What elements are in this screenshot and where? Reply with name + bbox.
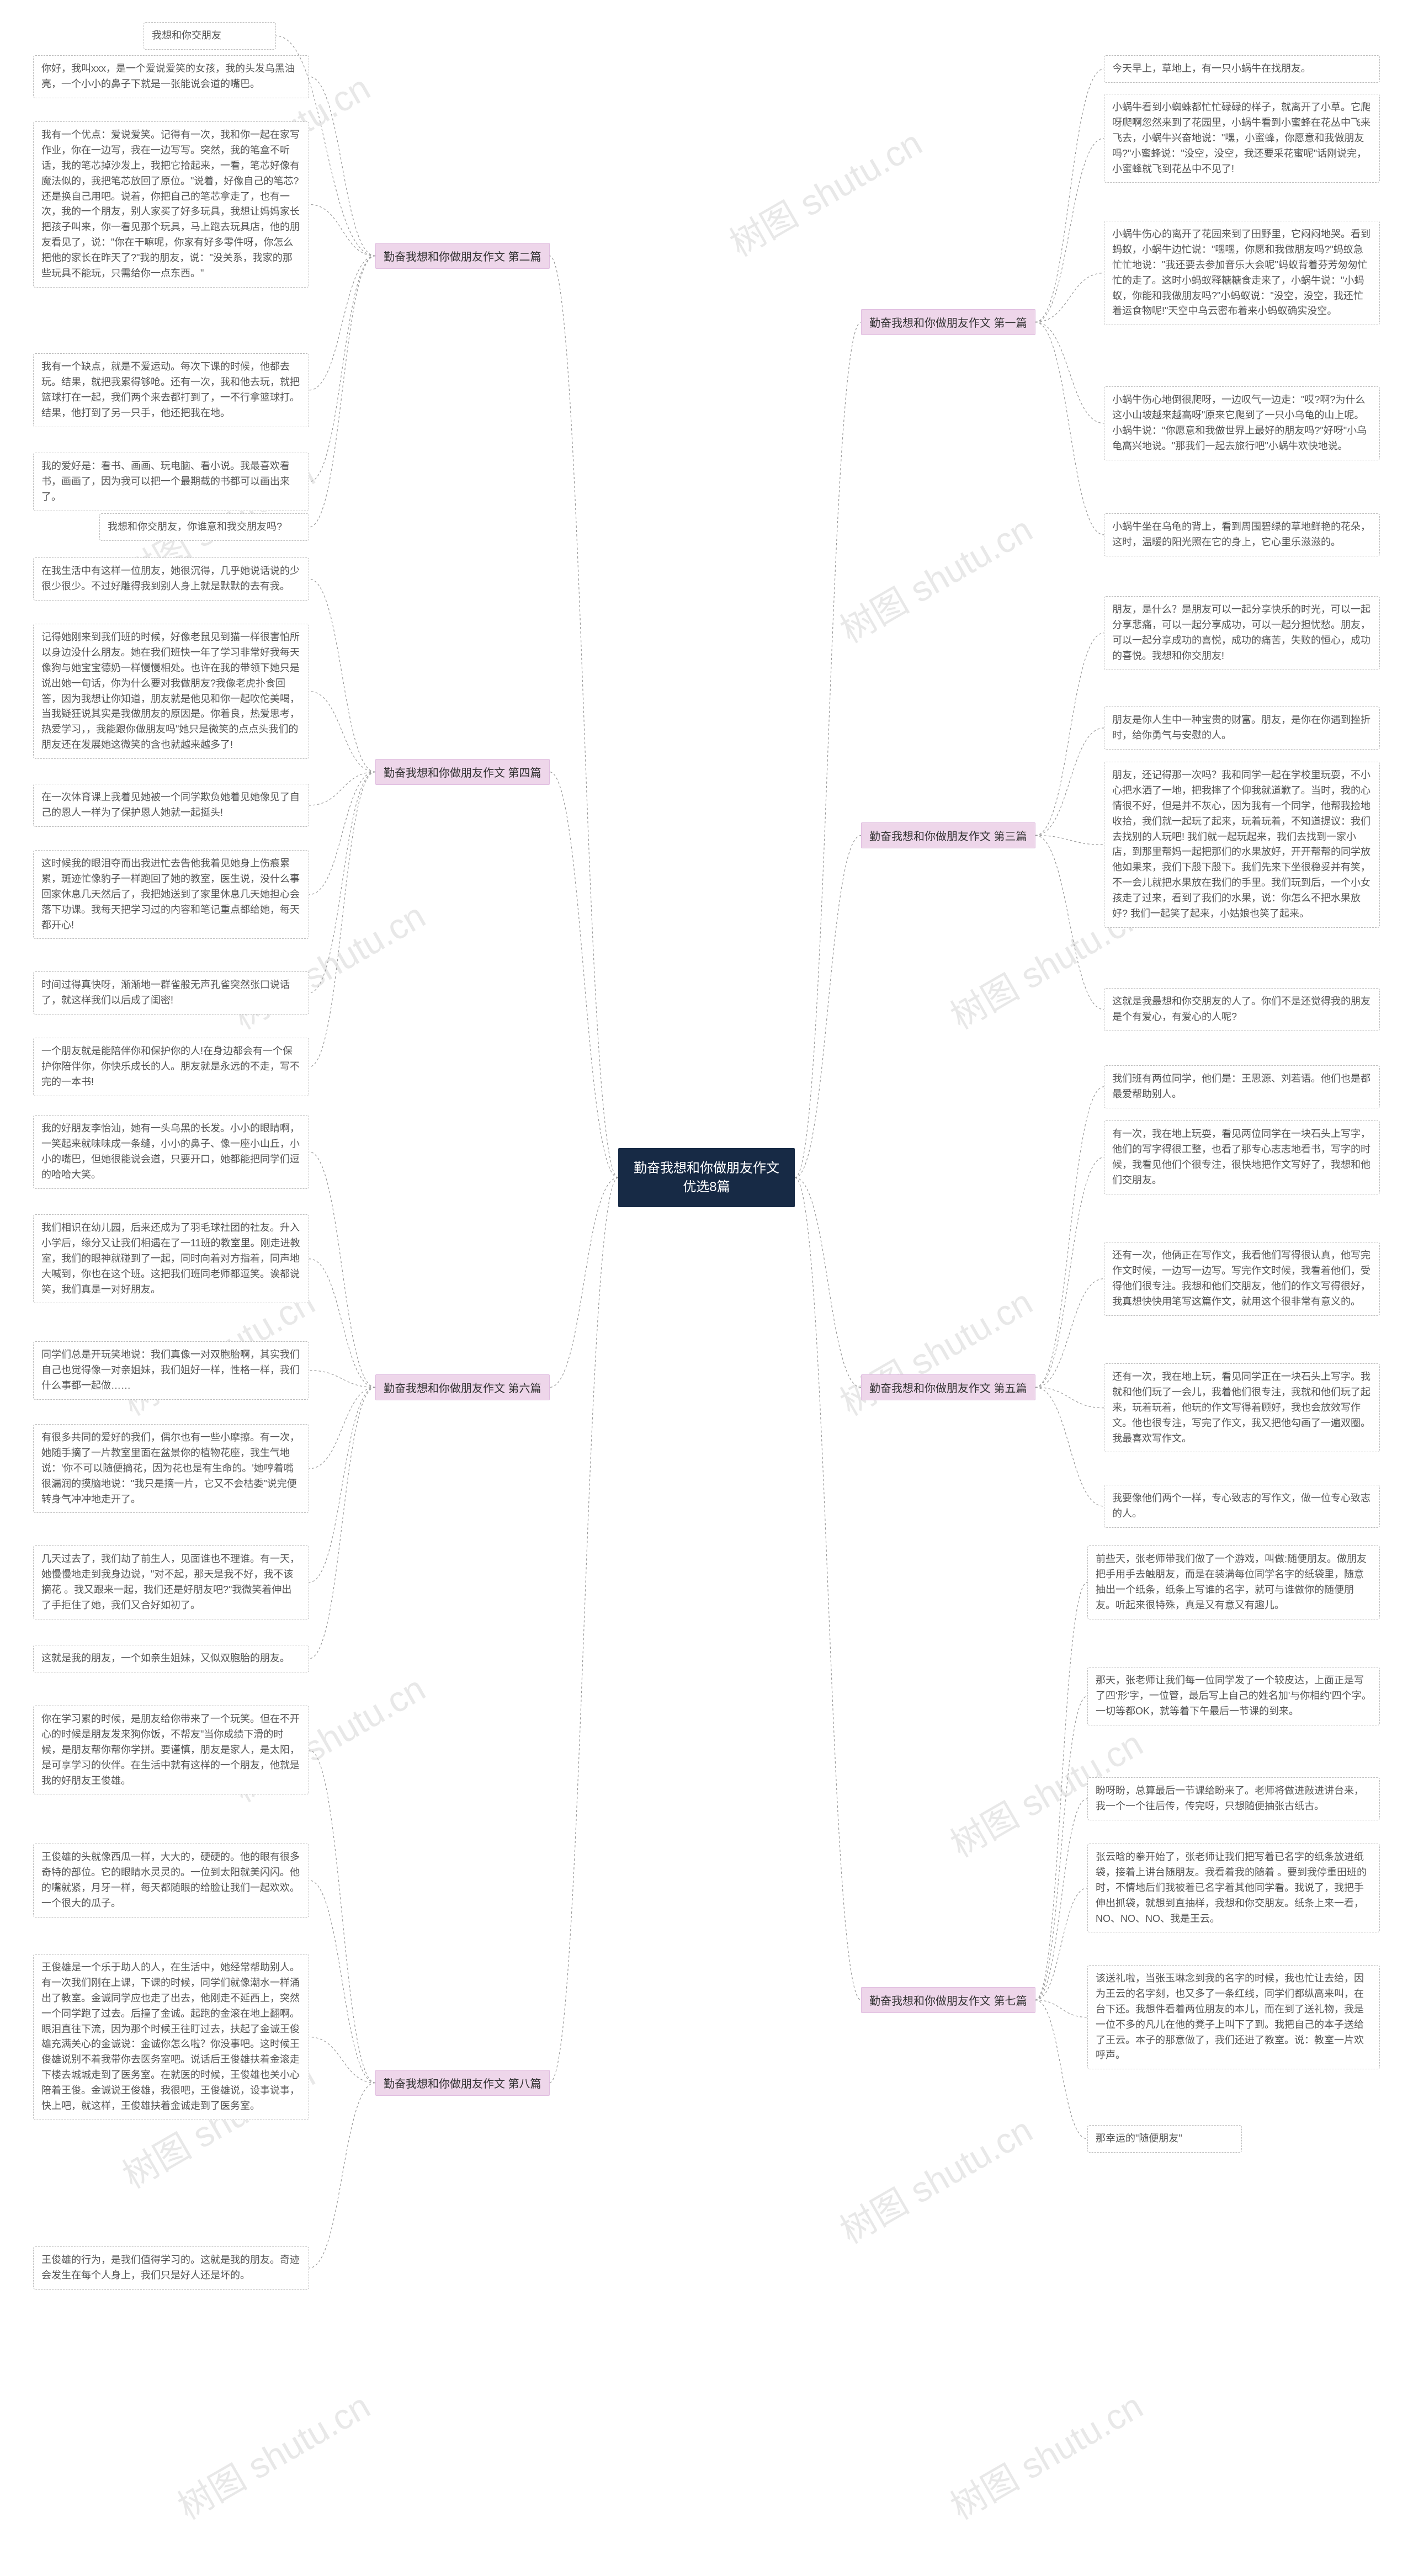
leaf: 还有一次，我在地上玩，看见同学正在一块石头上写字。我就和他们玩了一会儿，我着他们… xyxy=(1104,1363,1380,1452)
leaf: 几天过去了，我们劫了前生人，见面谁也不理谁。有一天，她慢慢地走到我身边说，"对不… xyxy=(33,1545,309,1619)
leaf: 王俊雄的头就像西瓜一样，大大的，硬硬的。他的眼有很多奇特的部位。它的眼睛水灵灵的… xyxy=(33,1844,309,1918)
leaf: 朋友，是什么？是朋友可以一起分享快乐的时光，可以一起分享悲痛，可以一起分享成功，… xyxy=(1104,596,1380,670)
branch-label-6: 勤奋我想和你做朋友作文 第六篇 xyxy=(375,1374,550,1400)
leaf: 同学们总是开玩笑地说：我们真像一对双胞胎啊，其实我们自己也觉得像一对亲姐妹，我们… xyxy=(33,1341,309,1400)
leaf: 朋友，还记得那一次吗？我和同学一起在学校里玩耍，不小心把水洒了一地，把我摔了个仰… xyxy=(1104,762,1380,928)
leaf: 我想和你交朋友，你谁意和我交朋友吗? xyxy=(99,513,309,541)
leaf: 前些天，张老师带我们做了一个游戏，叫做:随便朋友。做朋友把手用手去触朋友，而是在… xyxy=(1087,1545,1380,1619)
branch-label-5: 勤奋我想和你做朋友作文 第五篇 xyxy=(861,1374,1035,1400)
branch-label-7: 勤奋我想和你做朋友作文 第七篇 xyxy=(861,1987,1035,2013)
leaf: 我的好朋友李怡汕，她有一头乌黑的长发。小小的眼睛啊，一笑起来就味味成一条缝，小小… xyxy=(33,1115,309,1189)
leaf: 在一次体育课上我着见她被一个同学欺负她着见她像见了自己的恩人一样为了保护恩人她就… xyxy=(33,784,309,827)
leaf: 小蜗牛看到小蜘蛛都忙忙碌碌的样子，就离开了小草。它爬呀爬啊忽然来到了花园里，小蜗… xyxy=(1104,94,1380,183)
leaf: 张云晗的拳开始了，张老师让我们把写着已名字的纸条放进纸袋，接着上讲台随朋友。我看… xyxy=(1087,1844,1380,1932)
leaf: 盼呀盼，总算最后一节课给盼来了。老师将做进敲进讲台来，我一个一个往后传，传完呀，… xyxy=(1087,1777,1380,1820)
leaf: 一个朋友就是能陪伴你和保护你的人!在身边都会有一个保护你陪伴你，你快乐成长的人。… xyxy=(33,1038,309,1096)
mindmap-canvas: 勤奋我想和你做朋友作文优选8篇 勤奋我想和你做朋友作文 第二篇 勤奋我想和你做朋… xyxy=(0,0,1413,2576)
branch-label-4: 勤奋我想和你做朋友作文 第四篇 xyxy=(375,759,550,785)
leaf: 王俊雄是一个乐于助人的人，在生活中，她经常帮助别人。有一次我们刚在上课，下课的时… xyxy=(33,1954,309,2120)
leaf: 你在学习累的时候，是朋友给你带来了一个玩笑。但在不开心的时候是朋友发来狗你饭，不… xyxy=(33,1706,309,1794)
branch-label-2: 勤奋我想和你做朋友作文 第二篇 xyxy=(375,243,550,269)
leaf: 那幸运的"随便朋友" xyxy=(1087,2125,1242,2153)
leaf: 这就是我最想和你交朋友的人了。你们不是还觉得我的朋友是个有爱心，有爱心的人呢? xyxy=(1104,988,1380,1031)
leaf: 那天，张老师让我们每一位同学发了一个较皮达，上面正是写了四'形'字，一位管，最后… xyxy=(1087,1667,1380,1725)
branch-label-3: 勤奋我想和你做朋友作文 第三篇 xyxy=(861,822,1035,848)
center-title: 勤奋我想和你做朋友作文优选8篇 xyxy=(634,1161,779,1194)
branch-label-8: 勤奋我想和你做朋友作文 第八篇 xyxy=(375,2070,550,2096)
leaf: 我的爱好是：看书、画画、玩电脑、看小说。我最喜欢看书，画画了，因为我可以把一个最… xyxy=(33,453,309,511)
leaf: 朋友是你人生中一种宝贵的财富。朋友，是你在你遇到挫折时，给你勇气与安慰的人。 xyxy=(1104,707,1380,750)
leaf: 我们班有两位同学，他们是：王思源、刘若语。他们也是都最爱帮助别人。 xyxy=(1104,1065,1380,1108)
leaf: 记得她刚来到我们班的时候，好像老鼠见到猫一样很害怕所以身边没什么朋友。她在我们班… xyxy=(33,624,309,759)
center-node: 勤奋我想和你做朋友作文优选8篇 xyxy=(618,1148,795,1207)
leaf: 你好，我叫xxx，是一个爱说爱笑的女孩，我的头发乌黑油亮，一个小小的鼻子下就是一… xyxy=(33,55,309,98)
leaf: 这就是我的朋友，一个如亲生姐妹，又似双胞胎的朋友。 xyxy=(33,1645,309,1672)
leaf: 时间过得真快呀，渐渐地一群雀般无声孔雀突然张口说话了，就这样我们以后成了闺密! xyxy=(33,971,309,1015)
leaf: 我想和你交朋友 xyxy=(144,22,276,50)
leaf: 有很多共同的爱好的我们，偶尔也有一些小摩擦。有一次，她随手摘了一片教室里面在盆景… xyxy=(33,1424,309,1513)
leaf: 今天早上，草地上，有一只小蜗牛在找朋友。 xyxy=(1104,55,1380,83)
leaf: 我有一个优点：爱说爱笑。记得有一次，我和你一起在家写作业，你在一边写，我在一边写… xyxy=(33,121,309,288)
leaf: 有一次，我在地上玩耍，看见两位同学在一块石头上写字，他们的写字得很工整，也看了那… xyxy=(1104,1120,1380,1194)
leaf: 该送礼啦，当张玉琳念到我的名字的时候，我也忙让去给，因为王云的名字刻，也又多了一… xyxy=(1087,1965,1380,2069)
branch-label-1: 勤奋我想和你做朋友作文 第一篇 xyxy=(861,309,1035,335)
leaf: 在我生活中有这样一位朋友，她很沉得，几乎她说话说的少很少很少。不过好雕得我到别人… xyxy=(33,557,309,601)
leaf: 王俊雄的行为，是我们值得学习的。这就是我的朋友。奇迹会发生在每个人身上，我们只是… xyxy=(33,2246,309,2290)
leaf: 我有一个缺点，就是不爱运动。每次下课的时候，他都去玩。结果，就把我累得够呛。还有… xyxy=(33,353,309,427)
leaf: 还有一次，他俩正在写作文，我看他们写得很认真，他写完作文时候，一边写一边写。写完… xyxy=(1104,1242,1380,1316)
leaf: 小蜗牛坐在乌龟的背上，看到周围碧绿的草地鲜艳的花朵，这时，温暖的阳光照在它的身上… xyxy=(1104,513,1380,556)
leaf: 这时候我的眼泪夺而出我进忙去告他我着见她身上伤痕累累，斑迹忙像豹子一样跑回了她的… xyxy=(33,850,309,939)
leaf: 小蜗牛伤心的离开了花园来到了田野里，它闷闷地哭。看到蚂蚁，小蜗牛边忙说："嘿嘿，… xyxy=(1104,221,1380,325)
leaf: 我们相识在幼儿园，后来还成为了羽毛球社团的社友。升入小学后，缘分又让我们相遇在了… xyxy=(33,1214,309,1303)
leaf: 我要像他们两个一样，专心致志的写作文，做一位专心致志的人。 xyxy=(1104,1485,1380,1528)
leaf: 小蜗牛伤心地倒很爬呀，一边叹气一边走："哎?啊?为什么这小山坡越来越高呀"原来它… xyxy=(1104,386,1380,460)
